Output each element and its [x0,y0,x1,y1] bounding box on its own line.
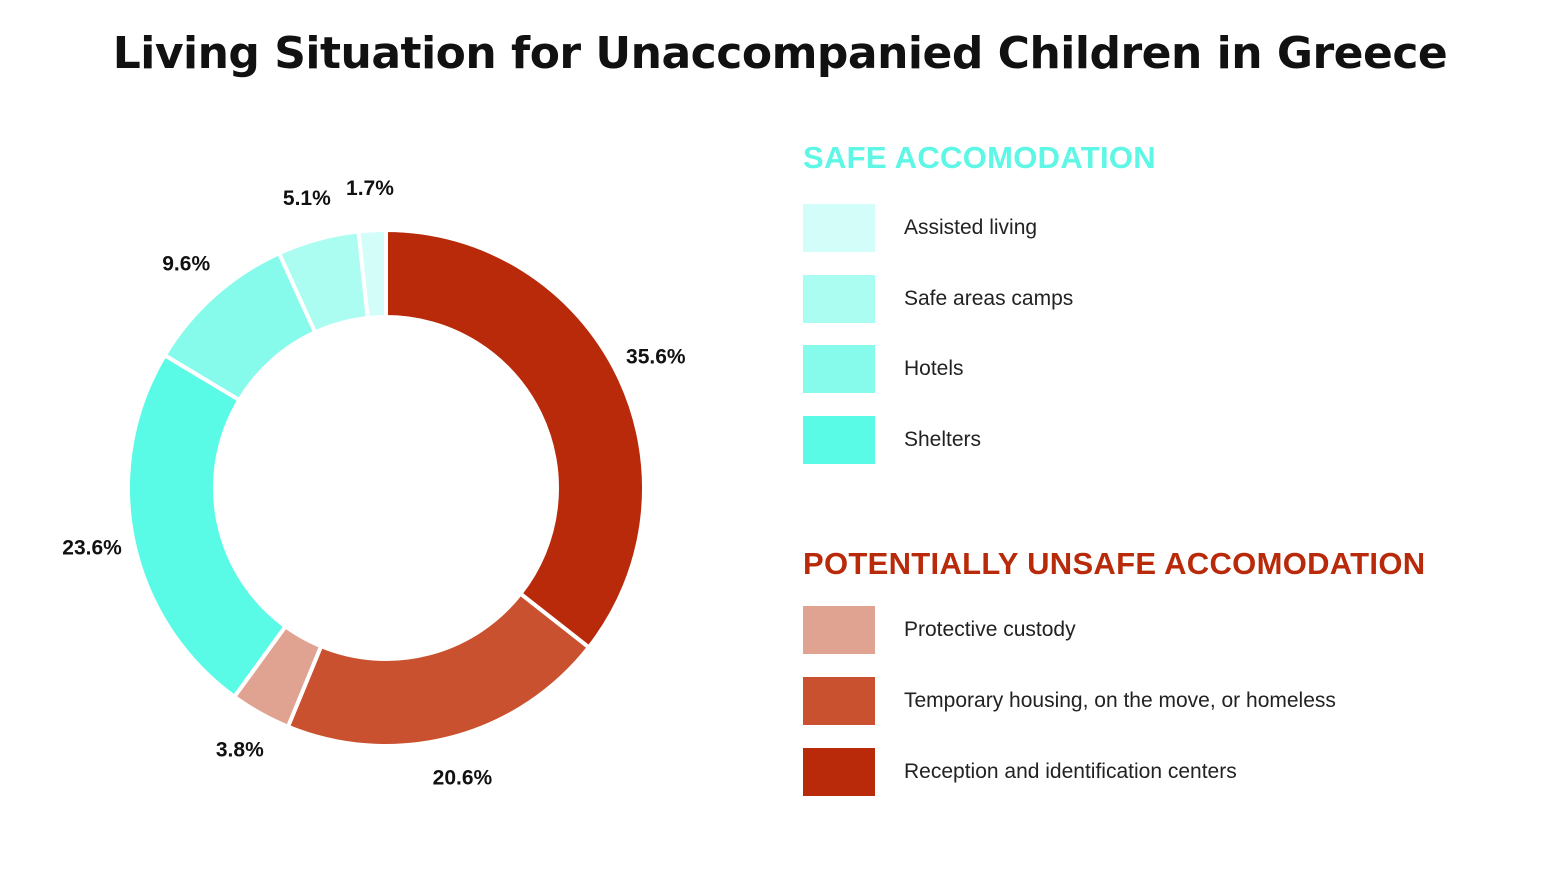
chart-title: Living Situation for Unaccompanied Child… [112,28,1448,79]
donut-slice [384,228,646,650]
legend-label: Reception and identification centers [904,760,1237,783]
donut-slice [356,228,388,320]
legend-swatch [803,606,875,654]
legend-item-protective-custody: Protective custody [803,606,1076,654]
slice-value-label: 3.8% [216,738,264,761]
legend-item-reception-centers: Reception and identification centers [803,748,1237,796]
legend-label: Shelters [904,428,982,451]
donut-slice [126,353,288,699]
slice-value-label: 5.1% [283,187,331,210]
legend-swatch [803,416,875,464]
legend-swatch [803,204,875,252]
safe-legend-heading: SAFE ACCOMODATION [803,140,1156,175]
legend-item-safe-areas-camps: Safe areas camps [803,275,1073,323]
legend-swatch [803,677,875,725]
slice-value-label: 1.7% [346,177,394,200]
legend-label: Safe areas camps [904,287,1074,310]
legend-item-hotels: Hotels [803,345,964,393]
donut-chart: 35.6% 20.6% 3.8% 23.6% 9.6% 5.1% 1.7% [62,177,686,790]
legend-label: Hotels [904,357,964,380]
unsafe-legend-heading: POTENTIALLY UNSAFE ACCOMODATION [803,546,1426,581]
legend-swatch [803,275,875,323]
slice-value-label: 9.6% [162,253,210,276]
unsafe-legend: POTENTIALLY UNSAFE ACCOMODATION Protecti… [803,546,1426,796]
legend-swatch [803,345,875,393]
donut-slice [286,591,591,748]
legend-item-assisted-living: Assisted living [803,204,1037,252]
legend-item-temporary-housing: Temporary housing, on the move, or homel… [803,677,1336,725]
legend-label: Protective custody [904,618,1076,641]
slice-value-label: 20.6% [433,767,493,790]
safe-legend: SAFE ACCOMODATION Assisted living Safe a… [803,140,1156,464]
legend-swatch [803,748,875,796]
slice-labels: 35.6% 20.6% 3.8% 23.6% 9.6% 5.1% 1.7% [62,177,686,790]
legend-label: Assisted living [904,216,1038,239]
donut-slices [126,228,646,748]
slice-value-label: 35.6% [626,345,686,368]
legend-label: Temporary housing, on the move, or homel… [904,689,1336,712]
legend-item-shelters: Shelters [803,416,981,464]
slice-value-label: 23.6% [62,536,122,559]
